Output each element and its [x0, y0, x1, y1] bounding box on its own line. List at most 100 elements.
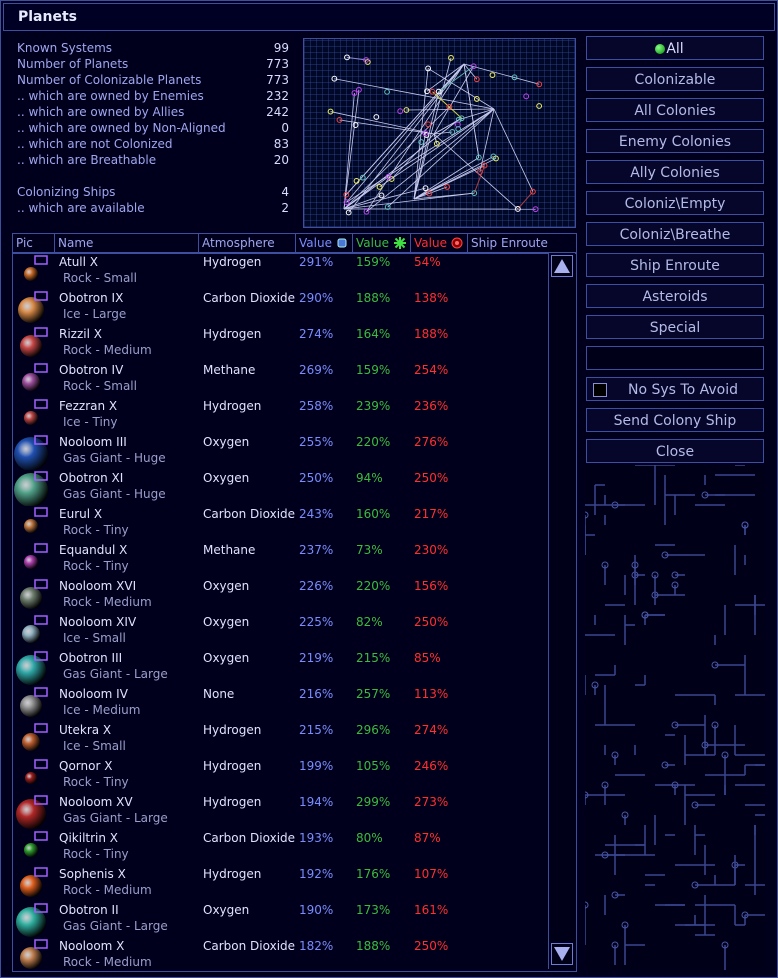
stat-value: 0 — [281, 121, 289, 135]
value-green: 239% — [356, 399, 391, 413]
value-blue: 194% — [299, 795, 334, 809]
filter-button[interactable]: Special — [586, 315, 764, 339]
node — [711, 721, 719, 729]
planet-row[interactable]: Obotron III Gas Giant - Large Oxygen 219% 21… — [13, 650, 548, 686]
planet-row[interactable]: Equandul X Rock - Tiny Methane 237% 73% 230% — [13, 542, 548, 578]
node — [585, 511, 589, 519]
planet-row[interactable]: Nooloom XV Gas Giant - Large Hydrogen 194% 2… — [13, 794, 548, 830]
node — [721, 941, 729, 949]
planet-row[interactable]: Nooloom III Gas Giant - Huge Oxygen 255% 220… — [13, 434, 548, 470]
action-button[interactable]: Close — [586, 439, 764, 463]
planet-row[interactable]: Qikiltrin X Rock - Tiny Carbon Dioxide 193%… — [13, 830, 548, 866]
colony-flag — [34, 255, 48, 265]
planet-type: Gas Giant - Large — [63, 811, 168, 825]
stat-row: .. which are owned by Enemies 232 — [17, 89, 289, 103]
filter-button[interactable]: Asteroids — [586, 284, 764, 308]
planet-row[interactable]: Eurul X Rock - Tiny Carbon Dioxide 243% 160%… — [13, 506, 548, 542]
planet-type: Rock - Tiny — [63, 775, 129, 789]
star-system — [455, 126, 462, 132]
star-system — [331, 75, 338, 82]
planet — [25, 772, 37, 784]
planet-pic — [16, 795, 48, 829]
column-header[interactable]: Value — [411, 234, 468, 253]
column-header[interactable]: Pic — [13, 234, 55, 253]
checkbox-row[interactable]: No Sys To Avoid — [586, 377, 764, 401]
value-red: 107% — [414, 867, 449, 881]
star-system — [536, 81, 543, 88]
colony-flag — [34, 579, 48, 589]
planet-row[interactable]: Nooloom X Rock - Medium Carbon Dioxide 182%… — [13, 938, 548, 971]
value-blue: 182% — [299, 939, 334, 953]
node — [651, 571, 659, 579]
value-green: 73% — [356, 543, 383, 557]
action-button[interactable]: Send Colony Ship — [586, 408, 764, 432]
planet-pic — [14, 471, 48, 506]
star-system — [532, 206, 539, 213]
value-icon — [394, 237, 406, 249]
node — [671, 571, 679, 579]
value-green: 82% — [356, 615, 383, 629]
stat-row: .. which are available 2 — [17, 201, 289, 215]
filter-button[interactable]: Coloniz\Breathe — [586, 222, 764, 246]
planet-row[interactable]: Rizzil X Rock - Medium Hydrogen 274% 164% 188… — [13, 326, 548, 362]
filter-button[interactable]: Coloniz\Empty — [586, 191, 764, 215]
lane — [463, 63, 540, 85]
stat-value: 773 — [266, 73, 289, 87]
planet-row[interactable]: Fezzran X Ice - Tiny Hydrogen 258% 239% 236% — [13, 398, 548, 434]
planet-row[interactable]: Utekra X Ice - Small Hydrogen 215% 296% 274% — [13, 722, 548, 758]
planet-row[interactable]: Sophenis X Rock - Medium Hydrogen 192% 176% 1… — [13, 866, 548, 902]
planet-pic — [24, 255, 48, 281]
planet-row[interactable]: Obotron XI Gas Giant - Huge Oxygen 250% 94% 2… — [13, 470, 548, 506]
planet-row[interactable]: Obotron IX Ice - Large Carbon Dioxide 290% 1… — [13, 290, 548, 326]
scroll-down[interactable] — [551, 943, 573, 965]
node — [671, 781, 679, 789]
lane — [413, 186, 448, 200]
atmosphere: Carbon Dioxide — [203, 507, 296, 521]
node — [611, 751, 619, 759]
column-header[interactable]: Value — [296, 234, 353, 253]
filter-button[interactable]: All — [586, 36, 764, 60]
filter-button[interactable]: Ally Colonies — [586, 160, 764, 184]
scroll-up[interactable] — [551, 255, 573, 277]
planet-row[interactable]: Qornor X Rock - Tiny Hydrogen 199% 105% 246% — [13, 758, 548, 794]
selected-dot — [655, 44, 665, 54]
column-header[interactable]: Ship Enroute — [468, 234, 576, 253]
empty-field — [586, 346, 764, 370]
minimap-graph — [327, 54, 543, 216]
column-header[interactable]: Name — [55, 234, 199, 253]
planet-name: Equandul X — [59, 543, 128, 557]
lane — [330, 111, 435, 135]
planet-row[interactable]: Obotron IV Rock - Small Methane 269% 159% 254… — [13, 362, 548, 398]
value-red: 217% — [414, 507, 449, 521]
colony-flag — [34, 795, 48, 805]
value-green: 220% — [356, 435, 391, 449]
star-system — [353, 178, 360, 184]
planet-row[interactable]: Obotron II Gas Giant - Large Oxygen 190% 173… — [13, 902, 548, 938]
column-header[interactable]: Value — [353, 234, 411, 253]
star-system — [490, 153, 497, 160]
star-system — [384, 88, 390, 95]
filter-button[interactable]: All Colonies — [586, 98, 764, 122]
colony-flag — [34, 831, 48, 841]
lane — [413, 91, 440, 200]
value-green: 188% — [356, 939, 391, 953]
filter-button[interactable]: Enemy Colonies — [586, 129, 764, 153]
star-system — [403, 107, 410, 113]
planet-row[interactable]: Nooloom IV Ice - Medium None 216% 257% 113% — [13, 686, 548, 722]
star-system — [475, 154, 482, 161]
filter-button[interactable]: Ship Enroute — [586, 253, 764, 277]
star-system — [351, 90, 358, 96]
planet-type: Rock - Medium — [63, 883, 152, 897]
star-system — [429, 88, 436, 95]
planet-row[interactable]: Nooloom XIV Ice - Small Oxygen 225% 82% 250% — [13, 614, 548, 650]
filter-button[interactable]: Colonizable — [586, 67, 764, 91]
column-header[interactable]: Atmosphere — [199, 234, 296, 253]
lane — [366, 63, 465, 212]
galaxy-minimap[interactable] — [303, 38, 576, 228]
checkbox[interactable] — [593, 383, 607, 397]
planet-row[interactable]: Atull X Rock - Small Hydrogen 291% 159% 54% — [13, 254, 548, 290]
planet — [14, 437, 48, 470]
atmosphere: Oxygen — [203, 903, 250, 917]
star-system — [473, 96, 480, 102]
planet-row[interactable]: Nooloom XVI Rock - Medium Oxygen 226% 220% 15… — [13, 578, 548, 614]
